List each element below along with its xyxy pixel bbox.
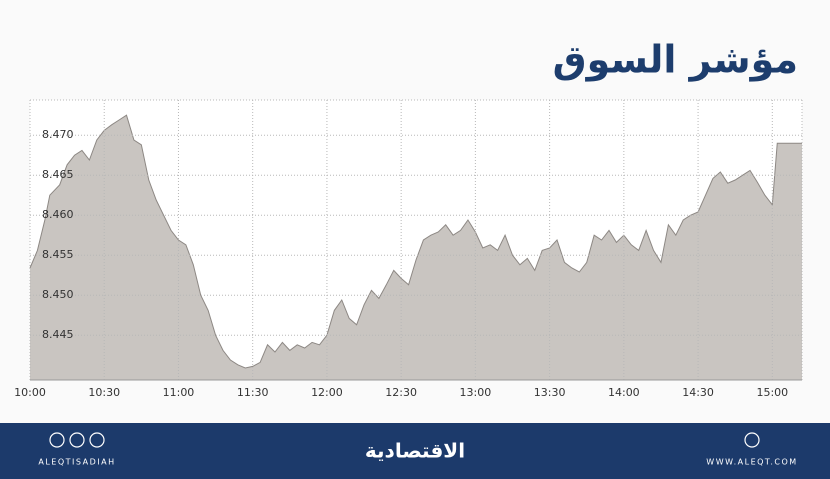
x-tick-label: 12:30 <box>385 386 417 399</box>
y-tick-label: 8.445 <box>42 328 74 341</box>
footer-handle: ALEQTISADIAH <box>38 458 115 467</box>
x-tick-label: 10:30 <box>88 386 120 399</box>
y-tick-label: 8.450 <box>42 288 74 301</box>
chart-title: مؤشر السوق <box>553 38 798 82</box>
plot: 8.445 8.450 8.455 8.460 8.465 8.470 10:00 10:30… <box>14 99 803 399</box>
area <box>30 115 802 380</box>
x-tick-label: 10:00 <box>14 386 46 399</box>
footer-brand: الاقتصادية <box>365 439 465 463</box>
x-tick-label: 12:00 <box>311 386 343 399</box>
footer-website: WWW.ALEQT.COM <box>706 458 797 467</box>
y-tick-label: 8.455 <box>42 248 74 261</box>
y-tick-label: 8.470 <box>42 128 74 141</box>
social-icons <box>49 432 760 448</box>
x-tick-label: 15:00 <box>756 386 788 399</box>
x-tick-label: 14:30 <box>682 386 714 399</box>
footer-bar <box>0 423 830 479</box>
x-tick-label: 14:00 <box>608 386 640 399</box>
y-tick-label: 8.460 <box>42 208 74 221</box>
x-tick-label: 11:30 <box>237 386 269 399</box>
x-tick-label: 13:00 <box>460 386 492 399</box>
y-tick-label: 8.465 <box>42 168 74 181</box>
line <box>29 114 802 369</box>
x-tick-label: 13:30 <box>534 386 566 399</box>
x-tick-label: 11:00 <box>163 386 195 399</box>
